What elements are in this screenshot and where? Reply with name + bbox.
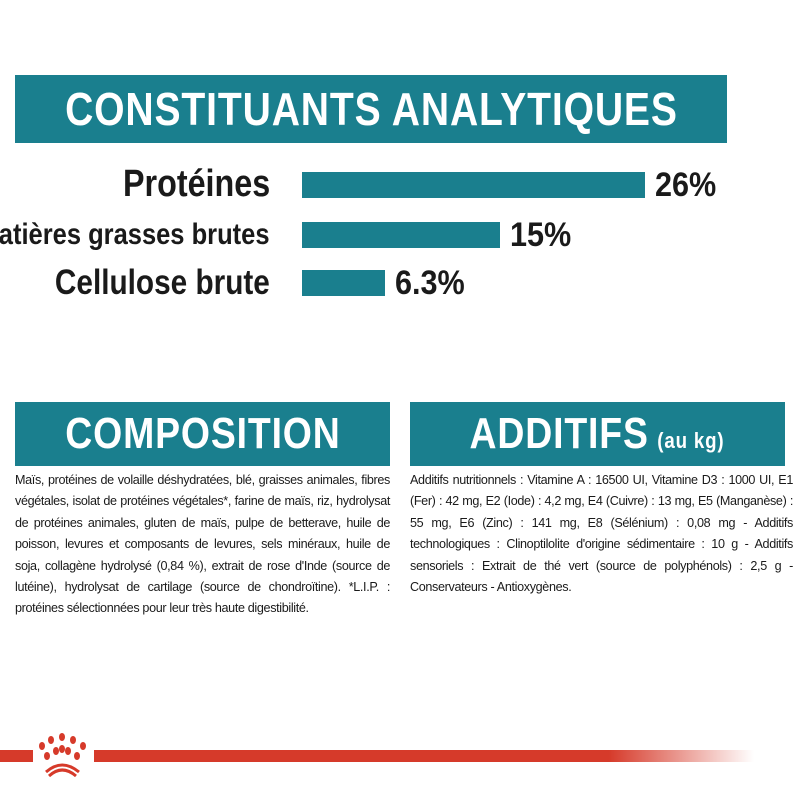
- protein-value: 26%: [655, 166, 717, 204]
- composition-title: COMPOSITION: [64, 409, 341, 458]
- fat-bar: [302, 222, 500, 248]
- protein-label: Protéines: [122, 163, 270, 205]
- analytics-title: CONSTITUANTS ANALYTIQUES: [64, 83, 678, 135]
- royal-canin-crown-icon: [39, 733, 86, 778]
- analytics-banner: CONSTITUANTS ANALYTIQUES: [15, 75, 727, 143]
- fiber-label: Cellulose brute: [55, 263, 270, 302]
- additifs-text: Additifs nutritionnels : Vitamine A : 16…: [410, 473, 793, 595]
- composition-banner: COMPOSITION: [15, 402, 390, 466]
- additifs-title: ADDITIFS: [469, 409, 650, 458]
- additifs-banner: ADDITIFS (au kg): [410, 402, 785, 466]
- composition-text: Maïs, protéines de volaille déshydratées…: [15, 473, 390, 616]
- brand-line-left: [0, 750, 33, 762]
- fat-label: Matières grasses brutes: [0, 218, 270, 251]
- additifs-subtitle: (au kg): [657, 428, 725, 453]
- fiber-value: 6.3%: [395, 264, 465, 302]
- fiber-bar: [302, 270, 386, 296]
- brand-line-right: [94, 750, 754, 762]
- protein-bar: [302, 172, 645, 198]
- fat-value: 15%: [509, 216, 572, 254]
